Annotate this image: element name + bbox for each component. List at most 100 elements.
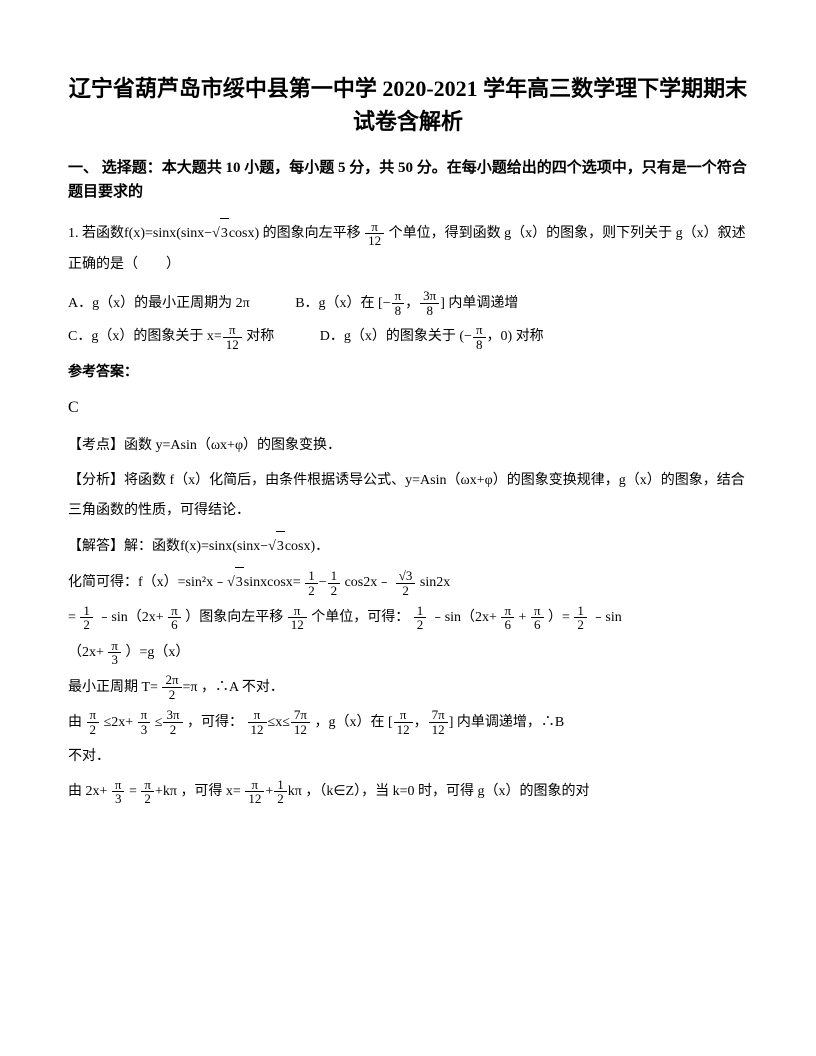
jie-line3: = 12 ﹣sin（2x+ π6 ）图象向左平移 π12 个单位，可得： 12 … <box>68 603 748 634</box>
x-eq: x= <box>207 329 222 344</box>
jie1b: f(x)=sinx(sinx− <box>180 539 268 554</box>
frac-pi-8-d: π8 <box>473 323 486 351</box>
frac-pi-6-c: π6 <box>531 604 544 632</box>
frac-7pi-12: 7π12 <box>291 708 310 736</box>
option-row-ab: A．g（x）的最小正周期为 2π B．g（x）在 [−π8，3π8] 内单调递增 <box>68 287 748 321</box>
frac-pi-3: π3 <box>108 639 121 667</box>
l7a: 由 2x+ <box>68 784 107 799</box>
l3h: ﹣sin <box>591 610 621 625</box>
plus-k: +kπ <box>155 784 177 799</box>
frac-pi-6: π6 <box>168 604 181 632</box>
comma2: ， <box>414 715 428 730</box>
bracket2c: ] <box>449 715 454 730</box>
answer-label: 参考答案： <box>68 360 748 387</box>
l2d: sin2x <box>420 575 450 590</box>
frac-pi-6-b: π6 <box>501 604 514 632</box>
q1-options: A．g（x）的最小正周期为 2π B．g（x）在 [−π8，3π8] 内单调递增… <box>68 287 748 354</box>
l3d: 个单位，可得： <box>311 610 409 625</box>
jie-line1: 【解答】解：函数f(x)=sinx(sinx− 3cosx)． <box>68 531 748 563</box>
frac-3pi-2: 3π2 <box>163 708 182 736</box>
frac-half-a: 12 <box>305 569 318 597</box>
bracket: [− <box>378 296 391 311</box>
frac-pi-12-l3: π12 <box>288 604 307 632</box>
option-d-post: 对称 <box>516 329 544 344</box>
frac-pi-12: π12 <box>365 220 384 248</box>
frac-1-2-l3: 12 <box>80 604 93 632</box>
frac-pi-12-l6b: π12 <box>394 708 413 736</box>
kaodian: 【考点】函数 y=Asin（ωx+φ）的图象变换． <box>68 431 748 462</box>
option-b-post: 内单调递增 <box>448 296 518 311</box>
l7d: ，（k∈Z），当 k=0 时，可得 g（x）的图象的对 <box>305 784 589 799</box>
l4a: （2x+ <box>68 645 104 660</box>
l6c: ，可得： <box>187 715 243 730</box>
frac-pi-8: π8 <box>392 289 405 317</box>
q1-mid1: 的图象向左平移 <box>263 226 361 241</box>
frac-pi-3-l6: π3 <box>138 708 151 736</box>
section-header: 一、 选择题：本大题共 10 小题，每小题 5 分，共 50 分。在每小题给出的… <box>68 156 748 204</box>
l3e: ﹣sin（2x+ <box>431 610 497 625</box>
option-d-pre: D．g（x）的图象关于 <box>320 329 456 344</box>
l2a: 化简可得：f（x）=sin²x﹣ <box>68 575 227 590</box>
l2c: cos2x﹣ <box>345 575 392 590</box>
l5b: ，∴A 不对． <box>201 680 284 695</box>
frac-1-2-l3c: 12 <box>574 604 587 632</box>
jie1c: cosx) <box>285 539 315 554</box>
frac-sqrt3-2: √32 <box>396 569 416 597</box>
frac-3pi-8: 3π8 <box>420 289 439 317</box>
q1-prefix: 1. 若函数 <box>68 226 124 241</box>
l2b: sinxcosx= <box>244 575 301 590</box>
l7c: ，可得 x= <box>180 784 240 799</box>
option-c-pre: C．g（x）的图象关于 <box>68 329 203 344</box>
paren-close: ，0) <box>487 329 513 344</box>
kpi: kπ <box>288 784 302 799</box>
sqrt3: 3 <box>220 218 229 250</box>
l6b: ≤2x+ <box>104 715 134 730</box>
option-c-post: 对称 <box>246 329 274 344</box>
frac-pi-3-l7: π3 <box>112 778 125 806</box>
l6d: ，g（x）在 <box>314 715 384 730</box>
comma: ， <box>405 296 419 311</box>
l3a: = <box>68 610 76 625</box>
jie-line6: 由 π2 ≤2x+ π3 ≤3π2 ，可得： π12≤x≤7π12 ，g（x）在… <box>68 708 748 739</box>
bracket2: [ <box>388 715 393 730</box>
frac-pi-12-l7: π12 <box>245 778 264 806</box>
frac-1-2-l3b: 12 <box>414 604 427 632</box>
jie-line7: 由 2x+ π3 = π2+kπ ，可得 x= π12+12kπ ，（k∈Z），… <box>68 777 748 808</box>
jie1: 【解答】解：函数 <box>68 539 180 554</box>
paren-open: (− <box>459 329 472 344</box>
l6e: 内单调递增，∴B <box>457 715 564 730</box>
answer-letter: C <box>68 393 748 423</box>
l3b: ﹣sin（2x+ <box>97 610 163 625</box>
frac-half-k: 12 <box>274 778 287 806</box>
l7b: = <box>129 784 137 799</box>
frac-pi-12-c: π12 <box>223 323 242 351</box>
l3f: + <box>519 610 527 625</box>
l5a: 最小正周期 T= <box>68 680 158 695</box>
frac-2pi-2: 2π2 <box>162 673 181 701</box>
frac-7pi-12-b: 7π12 <box>429 708 448 736</box>
jie-line5: 最小正周期 T= 2π2=π ，∴A 不对． <box>68 673 748 704</box>
page-title: 辽宁省葫芦岛市绥中县第一中学 2020-2021 学年高三数学理下学期期末试卷含… <box>68 72 748 138</box>
frac-half-b: 12 <box>328 569 341 597</box>
jie-line6b: 不对． <box>68 742 748 773</box>
sqrt3-2: 3 <box>276 531 285 563</box>
sqrt3-3: 3 <box>235 567 244 599</box>
option-a: A．g（x）的最小正周期为 2π <box>68 296 250 311</box>
option-b-pre: B．g（x）在 <box>295 296 374 311</box>
frac-pi-2-l6: π2 <box>87 708 100 736</box>
sqrt-icon-2: 3 <box>268 531 285 563</box>
jie-line2: 化简可得：f（x）=sin²x﹣3sinxcosx= 12−12 cos2x﹣ … <box>68 567 748 599</box>
question-1-stem: 1. 若函数f(x)=sinx(sinx−3cosx) 的图象向左平移 π12 … <box>68 218 748 281</box>
frac-pi-12-l6: π12 <box>248 708 267 736</box>
option-row-cd: C．g（x）的图象关于 x=π12 对称 D．g（x）的图象关于 (−π8，0)… <box>68 320 748 354</box>
l6a: 由 <box>68 715 82 730</box>
frac-pi-2-l7: π2 <box>141 778 154 806</box>
jie-line4: （2x+ π3 ）=g（x） <box>68 638 748 669</box>
q1-func: f(x)=sinx(sinx− <box>124 226 212 241</box>
sqrt-icon: 3 <box>212 218 229 250</box>
lt-chain: ≤x≤ <box>268 715 290 730</box>
l3g: ）= <box>548 610 570 625</box>
l4b: ）=g（x） <box>125 645 189 660</box>
fenxi: 【分析】将函数 f（x）化简后，由条件根据诱导公式、y=Asin（ωx+φ）的图… <box>68 466 748 528</box>
jie1d: ． <box>315 539 329 554</box>
